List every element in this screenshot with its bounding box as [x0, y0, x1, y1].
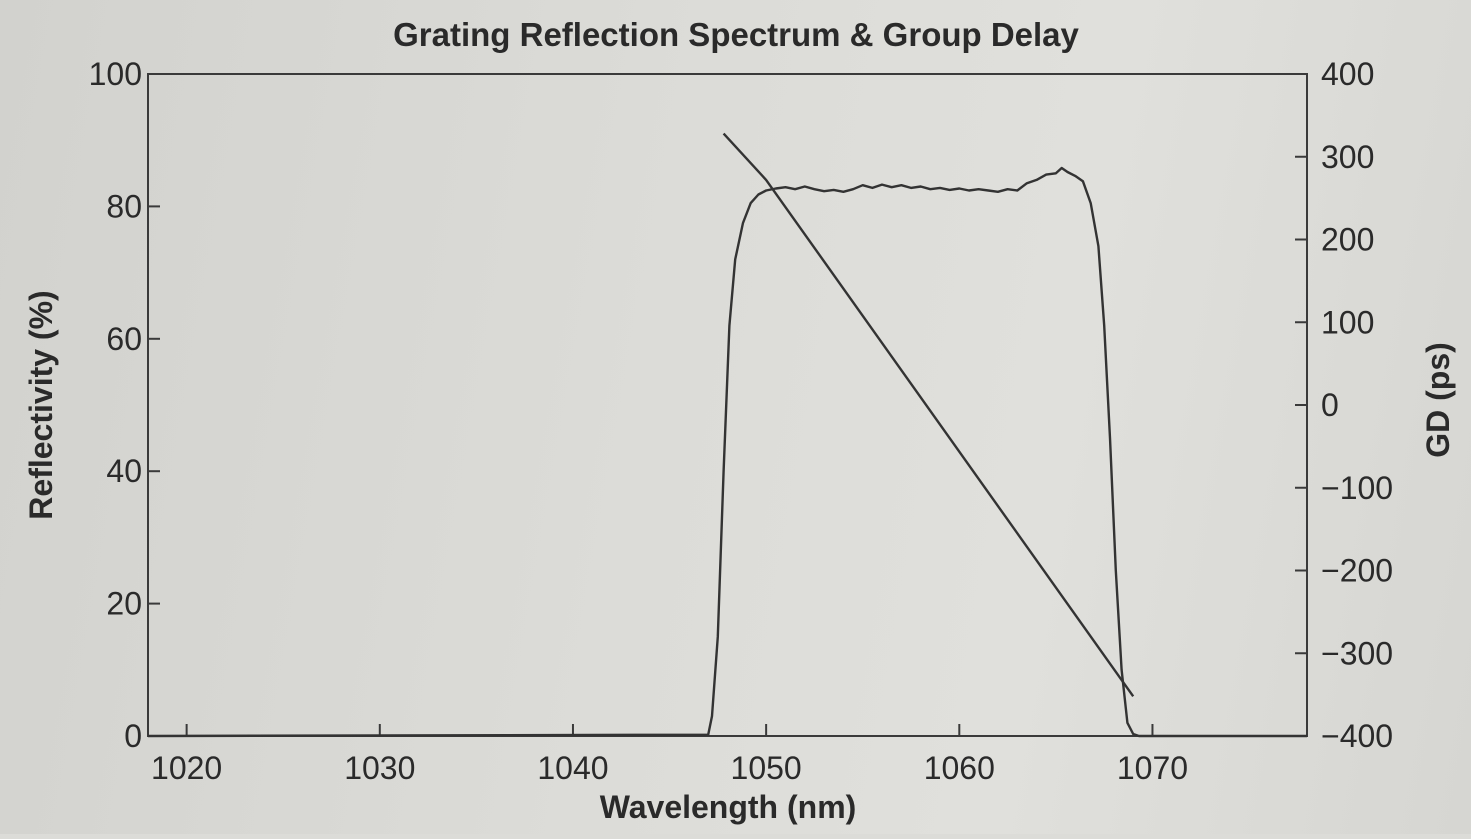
x-tick-label-1: 1030 [344, 750, 415, 786]
x-axis-ticks: 1020 1030 1040 1050 1060 1070 [151, 724, 1188, 786]
y2-tick-label-1: 300 [1321, 139, 1374, 175]
y-tick-label-5: 100 [89, 56, 142, 92]
y-axis-left-label: Reflectivity (%) [23, 290, 59, 519]
y-axis-right-ticks: 400 300 200 100 0 −100 −200 −300 −400 [1295, 56, 1393, 754]
y2-tick-label-7: −300 [1321, 635, 1393, 671]
series-group [147, 132, 1307, 738]
y-axis-left-ticks: 0 20 40 60 80 100 [89, 56, 160, 754]
x-axis-label: Wavelength (nm) [600, 789, 857, 825]
y-tick-label-4: 80 [106, 188, 142, 224]
chart-title: Grating Reflection Spectrum & Group Dela… [393, 16, 1079, 53]
x-tick-label-4: 1060 [924, 750, 995, 786]
y2-tick-label-0: 400 [1321, 56, 1374, 92]
y-tick-label-3: 60 [106, 321, 142, 357]
group-delay-line [722, 132, 1135, 697]
x-tick-label-5: 1070 [1117, 750, 1188, 786]
y-axis-right-label: GD (ps) [1420, 342, 1456, 458]
y-tick-label-1: 20 [106, 586, 142, 622]
x-tick-label-2: 1040 [537, 750, 608, 786]
x-tick-label-3: 1050 [731, 750, 802, 786]
y2-tick-label-8: −400 [1321, 718, 1393, 754]
y2-tick-label-3: 100 [1321, 304, 1374, 340]
y-tick-label-2: 40 [106, 453, 142, 489]
reflectivity-curve [147, 166, 1307, 738]
y-tick-label-0: 0 [124, 718, 142, 754]
y2-tick-label-5: −100 [1321, 470, 1393, 506]
y2-tick-label-2: 200 [1321, 222, 1374, 258]
y2-tick-label-6: −200 [1321, 553, 1393, 589]
plot-frame [147, 73, 1308, 737]
y2-tick-label-4: 0 [1321, 387, 1339, 423]
x-tick-label-0: 1020 [151, 750, 222, 786]
